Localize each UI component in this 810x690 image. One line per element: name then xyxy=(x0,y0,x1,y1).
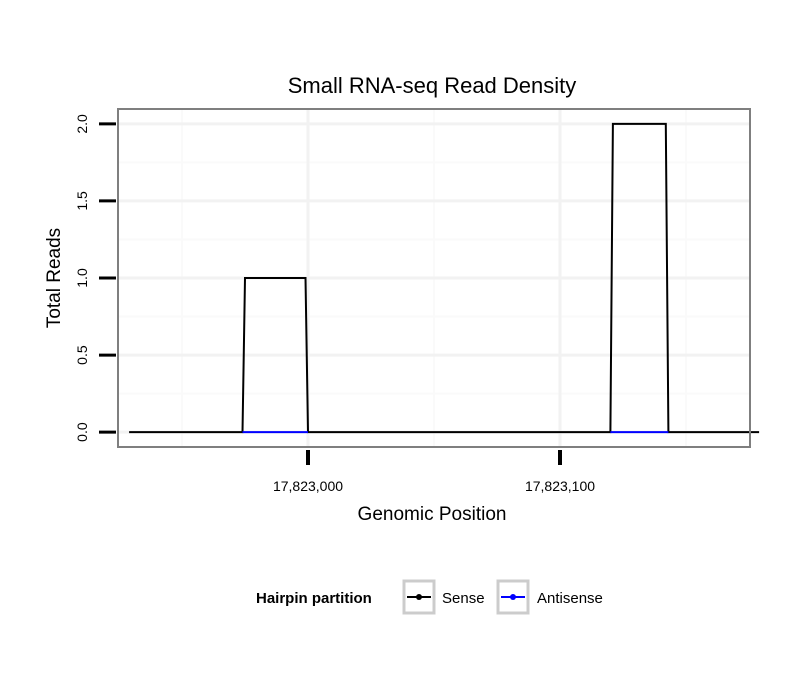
legend-title: Hairpin partition xyxy=(256,590,372,607)
x-tick-label-1: 17,823,100 xyxy=(525,478,595,494)
x-tick-label-0: 17,823,000 xyxy=(273,478,343,494)
x-axis: 17,823,000 17,823,100 xyxy=(273,450,595,494)
legend: Hairpin partition Sense Antisense xyxy=(256,579,603,615)
y-tick-label-2: 1.0 xyxy=(74,268,90,288)
legend-label-antisense: Antisense xyxy=(537,590,603,607)
y-tick-label-0: 0.0 xyxy=(74,422,90,442)
legend-key-point-antisense xyxy=(510,594,516,600)
x-axis-title: Genomic Position xyxy=(358,504,507,525)
series-line-sense-0 xyxy=(129,122,760,434)
series-layer xyxy=(129,122,760,434)
legend-key-point-sense xyxy=(416,594,422,600)
legend-label-sense: Sense xyxy=(442,590,485,607)
y-tick-label-3: 1.5 xyxy=(74,191,90,211)
chart-title: Small RNA-seq Read Density xyxy=(288,73,577,98)
y-tick-label-4: 2.0 xyxy=(74,114,90,134)
y-tick-label-1: 0.5 xyxy=(74,345,90,365)
grid-minor xyxy=(119,110,749,446)
y-axis-title: Total Reads xyxy=(44,228,65,328)
y-axis: 0.0 0.5 1.0 1.5 2.0 xyxy=(74,114,116,442)
plot-panel-border xyxy=(117,108,751,448)
